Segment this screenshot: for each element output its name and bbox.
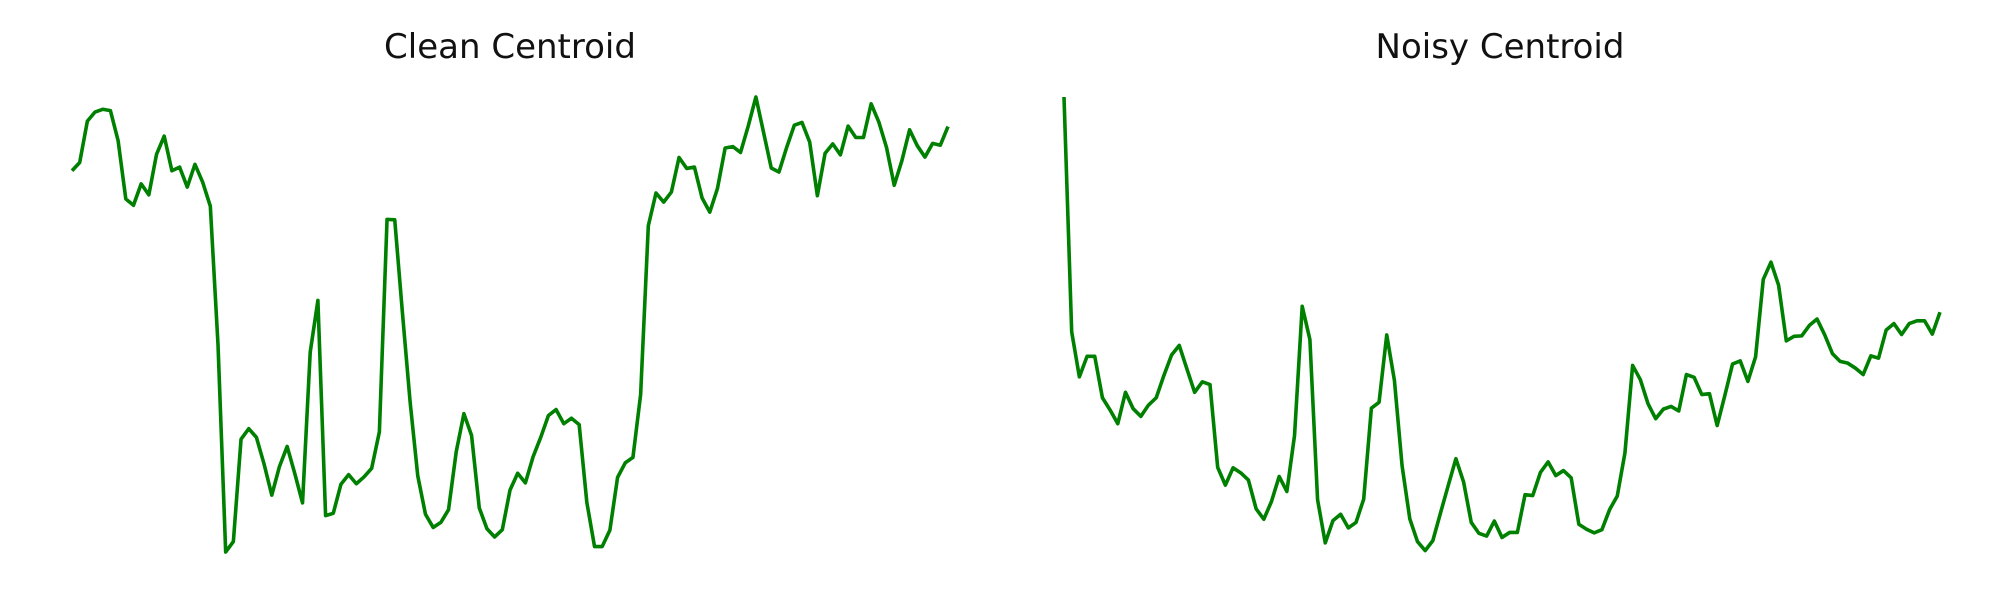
series-line <box>70 95 950 554</box>
noisy-centroid-chart: Noisy Centroid <box>1062 27 1942 553</box>
chart-title: Noisy Centroid <box>1376 27 1625 67</box>
clean-centroid-chart: Clean Centroid <box>70 27 950 554</box>
chart-title: Clean Centroid <box>384 27 636 67</box>
series-line <box>1062 96 1942 553</box>
clean-centroid-plot-area <box>70 95 950 554</box>
clean-centroid-panel: Clean Centroid <box>70 27 950 554</box>
noisy-centroid-panel: Noisy Centroid <box>1000 0 2000 600</box>
noisy-centroid-plot-area <box>1062 96 1942 553</box>
